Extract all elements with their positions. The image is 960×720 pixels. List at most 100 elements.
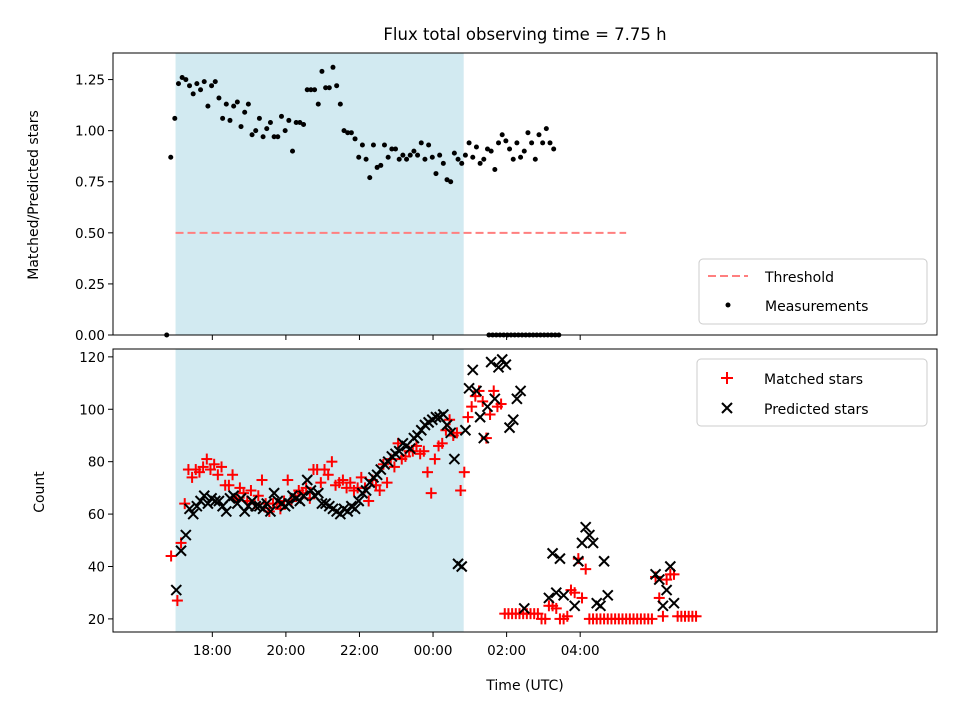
measurement-point (521, 148, 527, 154)
measurement-point (551, 146, 557, 152)
predicted-star-point (463, 382, 475, 395)
matched-star-point (455, 485, 467, 496)
matched-star-point (451, 427, 463, 439)
predicted-star-point (411, 429, 424, 442)
predicted-star-point (209, 495, 221, 507)
matched-star-point (561, 610, 573, 622)
measurement-point (503, 138, 509, 144)
measurement-point (209, 83, 215, 89)
measurement-point (198, 87, 204, 93)
count-y-ticks: 20 40 60 80 100 120 (79, 350, 113, 628)
measurement-point (459, 160, 465, 166)
measurement-point (293, 119, 299, 125)
matched-star-point (436, 437, 448, 449)
x-tick-label: 04:00 (561, 643, 600, 659)
y-tick-label: 1.25 (75, 73, 105, 89)
measurement-point (470, 154, 476, 160)
measurement-point (429, 154, 435, 160)
matched-star-point (488, 385, 500, 397)
measurement-point (393, 146, 399, 152)
count-y-axis-label: Count (32, 471, 48, 513)
predicted-star-point (404, 442, 416, 455)
measurement-point (282, 128, 288, 134)
matched-star-point (580, 563, 592, 575)
y-tick-label: 80 (88, 455, 105, 471)
predicted-star-point (312, 487, 324, 499)
measurement-point (370, 142, 376, 148)
predicted-star-point (514, 385, 527, 397)
measurement-point (301, 122, 307, 128)
measurement-point (315, 101, 321, 107)
measurement-point (260, 134, 266, 140)
x-tick-label: 02:00 (487, 643, 526, 659)
measurement-point (514, 140, 520, 146)
legend-threshold-label: Threshold (764, 270, 834, 286)
matched-star-point (690, 610, 702, 622)
predicted-star-point (583, 529, 596, 541)
measurement-point (304, 87, 310, 93)
measurement-point (484, 146, 490, 152)
predicted-star-point (664, 560, 677, 573)
ratio-y-ticks: 0.00 0.25 0.50 0.75 1.00 1.25 (75, 73, 113, 344)
legend-predicted-label: Predicted stars (764, 402, 869, 418)
measurement-point (234, 99, 240, 105)
predicted-star-point (261, 497, 273, 510)
x-tick-label: 00:00 (414, 643, 453, 659)
measurement-point (271, 134, 277, 140)
ratio-legend: Threshold Measurements (698, 258, 928, 325)
matched-star-point (282, 474, 294, 486)
measurement-point (418, 140, 424, 146)
predicted-star-point (202, 497, 214, 510)
measurement-point (466, 140, 472, 146)
legend-measurements-label: Measurements (765, 299, 868, 315)
matched-star-point (576, 592, 588, 604)
count-panel: 20 40 60 80 100 120 18:00 20:00 22:00 00:00 02:00… (32, 348, 938, 694)
x-tick-label: 20:00 (266, 643, 305, 659)
matched-star-point (458, 466, 470, 478)
predicted-star-point (180, 529, 192, 541)
predicted-star-point (653, 573, 665, 586)
predicted-star-point (470, 385, 483, 397)
predicted-star-point (187, 508, 199, 520)
count-panel-frame (112, 348, 938, 633)
measurement-point (507, 146, 513, 152)
matched-star-point (315, 477, 327, 489)
measurement-point (278, 113, 284, 119)
y-tick-label: 0.75 (75, 175, 105, 191)
measurement-point (529, 140, 535, 146)
predicted-star-point (353, 495, 365, 507)
matched-star-point (300, 482, 312, 494)
count-x-ticks: 18:00 20:00 22:00 00:00 02:00 04:00 (193, 632, 600, 659)
matched-star-point (344, 477, 356, 489)
predicted-star-point (598, 555, 610, 567)
matched-star-point (381, 477, 393, 489)
predicted-star-point (602, 589, 614, 602)
predicted-star-point (257, 503, 269, 515)
measurement-point (216, 95, 222, 101)
predicted-star-point (194, 495, 207, 507)
predicted-star-point (371, 469, 383, 481)
matched-star-point (425, 487, 437, 499)
count-legend: Matched stars Predicted stars (696, 358, 928, 427)
matched-star-point (429, 453, 441, 465)
matched-star-point (227, 469, 239, 481)
y-tick-label: 60 (88, 507, 105, 523)
y-tick-label: 120 (79, 350, 105, 366)
y-tick-label: 0.50 (75, 226, 105, 242)
measurement-point (290, 148, 296, 154)
measurement-point (488, 148, 494, 154)
matched-star-point (245, 485, 257, 496)
predicted-star-point (467, 364, 479, 376)
measurement-point (330, 64, 336, 70)
measurement-point (172, 115, 178, 121)
measurement-point (308, 87, 314, 93)
predicted-star-point (316, 497, 328, 510)
y-tick-label: 1.00 (75, 124, 105, 140)
measurement-point (312, 87, 318, 93)
measurement-point (223, 101, 229, 107)
matched-star-point (216, 461, 228, 473)
measurement-point (323, 85, 329, 91)
predicted-star-point (430, 411, 442, 423)
measurement-point (492, 166, 498, 172)
